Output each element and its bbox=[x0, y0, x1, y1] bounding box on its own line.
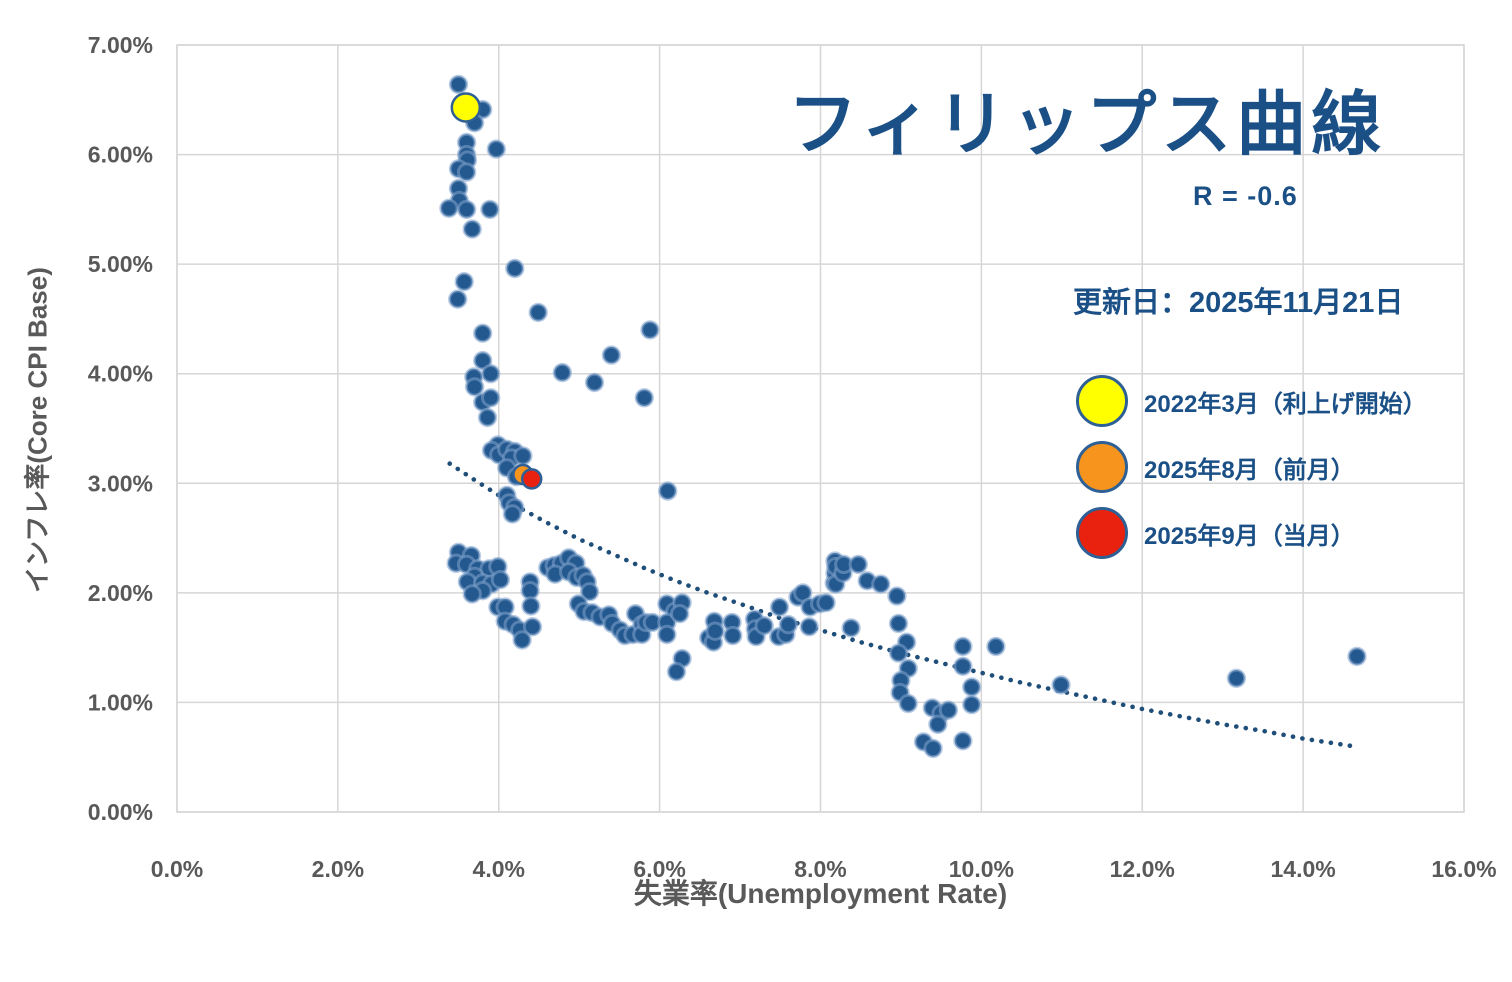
data-point bbox=[1051, 675, 1071, 695]
data-point bbox=[477, 407, 498, 428]
data-point bbox=[953, 656, 973, 676]
data-point bbox=[456, 162, 477, 182]
data-point bbox=[841, 618, 861, 638]
x-tick-label: 2.0% bbox=[312, 856, 364, 882]
legend-marker-icon bbox=[1076, 507, 1128, 559]
data-point bbox=[938, 700, 959, 720]
update-date-label: 更新日：2025年11月21日 bbox=[1073, 287, 1404, 319]
data-point bbox=[799, 617, 819, 637]
x-axis-title: 失業率(Unemployment Rate) bbox=[633, 878, 1008, 909]
data-point bbox=[473, 323, 493, 343]
data-point bbox=[848, 554, 868, 575]
data-point bbox=[502, 504, 523, 524]
legend-item-label: 2025年8月（前月） bbox=[1144, 456, 1355, 484]
chart-title: フィリップス曲線 bbox=[787, 85, 1387, 163]
x-tick-label: 12.0% bbox=[1110, 856, 1175, 882]
x-tick-label: 8.0% bbox=[794, 856, 846, 882]
data-point bbox=[986, 636, 1006, 657]
y-axis-title: インフレ率(Core CPI Base) bbox=[22, 267, 53, 593]
x-tick-label: 0.0% bbox=[151, 856, 203, 882]
y-tick-label: 5.00% bbox=[88, 251, 153, 277]
data-point bbox=[769, 597, 790, 617]
legend: 2022年3月（利上げ開始） 2025年8月（前月） 2025年9月（当月） bbox=[1076, 375, 1427, 559]
data-point bbox=[658, 481, 678, 501]
data-point bbox=[923, 738, 943, 759]
data-point bbox=[552, 362, 572, 383]
data-point bbox=[888, 643, 909, 663]
y-tick-label: 4.00% bbox=[88, 361, 153, 387]
highlighted-data-point bbox=[450, 92, 482, 123]
data-point bbox=[1347, 646, 1367, 667]
y-tick-label: 0.00% bbox=[88, 799, 153, 825]
data-point bbox=[454, 272, 474, 292]
y-tick-label: 2.00% bbox=[88, 580, 153, 606]
data-point bbox=[522, 617, 543, 637]
y-tick-label: 1.00% bbox=[88, 689, 153, 715]
data-point bbox=[887, 586, 907, 606]
data-point bbox=[439, 198, 459, 219]
data-point bbox=[871, 574, 891, 594]
data-point bbox=[634, 388, 654, 408]
correlation-coefficient-label: R = -0.6 bbox=[1193, 181, 1298, 211]
data-point bbox=[481, 364, 501, 384]
data-point bbox=[666, 662, 687, 682]
data-point bbox=[462, 584, 482, 604]
data-point bbox=[462, 219, 482, 239]
legend-item: 2022年3月（利上げ開始） bbox=[1076, 375, 1427, 427]
data-point bbox=[528, 302, 548, 323]
data-point bbox=[505, 258, 525, 279]
data-point bbox=[928, 714, 948, 734]
data-point bbox=[490, 570, 511, 590]
x-tick-label: 4.0% bbox=[473, 856, 525, 882]
data-point bbox=[778, 614, 798, 635]
y-tick-label: 6.00% bbox=[88, 142, 153, 168]
data-point bbox=[1226, 668, 1247, 688]
data-point bbox=[754, 616, 774, 636]
data-point bbox=[448, 289, 468, 309]
plot-area-border bbox=[176, 44, 1465, 813]
highlighted-data-point bbox=[520, 468, 543, 490]
data-point bbox=[723, 625, 743, 646]
data-point bbox=[584, 372, 605, 393]
data-point bbox=[521, 596, 541, 616]
data-point bbox=[953, 731, 973, 751]
legend-item-label: 2022年3月（利上げ開始） bbox=[1144, 390, 1427, 418]
data-point bbox=[456, 199, 477, 220]
data-point bbox=[888, 613, 909, 634]
data-point bbox=[513, 446, 533, 466]
data-point bbox=[670, 604, 690, 624]
data-point bbox=[481, 388, 501, 408]
legend-marker-icon bbox=[1076, 375, 1128, 427]
data-point bbox=[962, 694, 982, 715]
data-point bbox=[448, 74, 469, 95]
x-tick-label: 10.0% bbox=[949, 856, 1014, 882]
data-point bbox=[640, 320, 660, 340]
data-point bbox=[953, 636, 973, 657]
legend-item-label: 2025年9月（当月） bbox=[1144, 522, 1355, 550]
legend-marker-icon bbox=[1076, 441, 1128, 493]
data-point bbox=[705, 621, 725, 641]
data-point bbox=[816, 593, 836, 613]
data-point bbox=[480, 199, 500, 220]
data-point bbox=[898, 693, 918, 714]
legend-item: 2025年9月（当月） bbox=[1076, 507, 1427, 559]
data-point bbox=[512, 630, 532, 650]
data-point bbox=[601, 345, 622, 365]
data-point bbox=[579, 582, 600, 602]
y-tick-label: 3.00% bbox=[88, 470, 153, 496]
x-tick-label: 14.0% bbox=[1271, 856, 1336, 882]
data-point bbox=[657, 624, 677, 645]
x-tick-label: 6.0% bbox=[633, 856, 685, 882]
legend-item: 2025年8月（前月） bbox=[1076, 441, 1427, 493]
data-point bbox=[464, 377, 485, 397]
y-tick-label: 7.00% bbox=[88, 32, 153, 58]
data-point bbox=[486, 139, 506, 159]
data-point bbox=[962, 677, 982, 697]
x-tick-label: 16.0% bbox=[1431, 856, 1496, 882]
